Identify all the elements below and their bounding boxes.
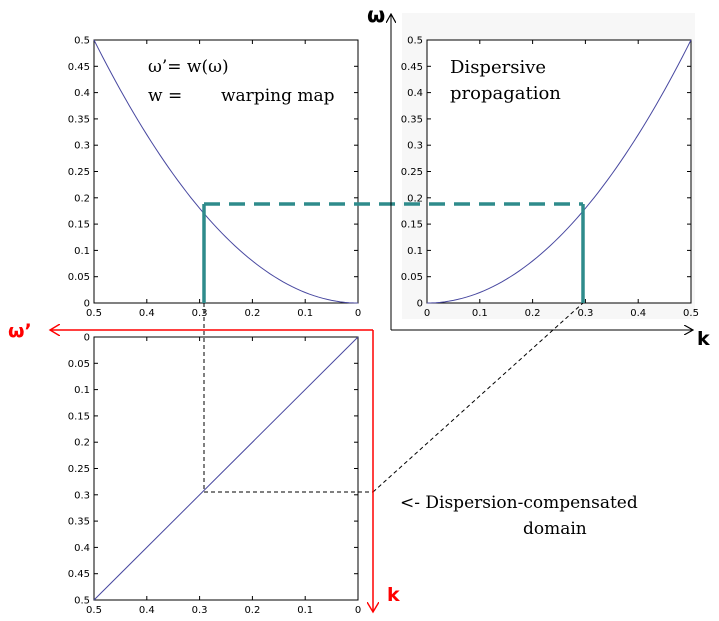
curve-bottom-left	[93, 336, 359, 601]
ytick-label-top-right: 0.2	[407, 193, 423, 204]
ytick-label-top-right: 0.45	[401, 62, 423, 73]
compensated-label-line1: <- Dispersion-compensated	[400, 493, 638, 513]
xtick-label-top-right: 0.1	[472, 308, 488, 319]
curve-top-right	[426, 39, 692, 304]
ytick-label-bottom-left: 0	[84, 333, 90, 344]
ytick-label-top-right: 0.15	[401, 220, 423, 231]
ytick-label-top-left: 0.4	[74, 88, 90, 99]
xtick-label-top-left: 0	[355, 308, 361, 319]
ytick-label-bottom-left: 0.05	[68, 359, 90, 370]
compensated-label-line2: domain	[523, 519, 587, 539]
ytick-label-bottom-left: 0.15	[68, 411, 90, 422]
black-dashed-diagonal	[372, 302, 584, 493]
ytick-label-top-right: 0.5	[407, 36, 423, 47]
xtick-label-bottom-left: 0.5	[86, 605, 102, 616]
plot-frame-top-left	[93, 39, 359, 304]
ytick-label-top-right: 0.3	[407, 141, 423, 152]
ytick-label-bottom-left: 0.25	[68, 464, 90, 475]
ytick-label-top-right: 0	[417, 299, 423, 310]
xtick-label-top-right: 0.3	[577, 308, 593, 319]
ytick-label-top-left: 0.25	[68, 167, 90, 178]
ytick-label-bottom-left: 0.5	[74, 596, 90, 607]
xtick-label-top-left: 0.3	[192, 308, 208, 319]
xtick-label-top-left: 0.1	[297, 308, 313, 319]
xtick-label-top-right: 0.5	[683, 308, 699, 319]
ytick-label-bottom-left: 0.2	[74, 438, 90, 449]
xtick-label-bottom-left: 0.4	[139, 605, 155, 616]
omega-prime-equation: ω’= w(ω)	[148, 57, 229, 77]
curve-top-left	[93, 39, 359, 304]
xtick-label-top-left: 0.4	[139, 308, 155, 319]
ytick-label-top-right: 0.25	[401, 167, 423, 178]
plot-frame-top-right	[426, 39, 692, 304]
xtick-label-bottom-left: 0.2	[244, 605, 260, 616]
ytick-label-bottom-left: 0.4	[74, 543, 90, 554]
xtick-label-top-right: 0	[424, 308, 430, 319]
ytick-label-bottom-left: 0.45	[68, 569, 90, 580]
ytick-label-top-left: 0.05	[68, 272, 90, 283]
ytick-label-bottom-left: 0.1	[74, 385, 90, 396]
k-axis-red-label: k	[387, 584, 400, 606]
xtick-label-top-right: 0.4	[630, 308, 646, 319]
ytick-label-bottom-left: 0.3	[74, 490, 90, 501]
xtick-label-bottom-left: 0.3	[192, 605, 208, 616]
ytick-label-top-left: 0.5	[74, 36, 90, 47]
xtick-label-top-left: 0.2	[244, 308, 260, 319]
xtick-label-bottom-left: 0.1	[297, 605, 313, 616]
k-axis-right-label: k	[697, 328, 710, 350]
ytick-label-top-right: 0.05	[401, 272, 423, 283]
ytick-label-top-left: 0.45	[68, 62, 90, 73]
dispersive-label: Dispersive	[450, 57, 546, 78]
omega-prime-axis-label: ω’	[8, 320, 32, 342]
ytick-label-top-left: 0.15	[68, 220, 90, 231]
ytick-label-top-left: 0.2	[74, 193, 90, 204]
xtick-label-top-right: 0.2	[525, 308, 541, 319]
ytick-label-top-left: 0.35	[68, 114, 90, 125]
xtick-label-bottom-left: 0	[355, 605, 361, 616]
ytick-label-top-right: 0.1	[407, 246, 423, 257]
ytick-label-top-left: 0.1	[74, 246, 90, 257]
warping-map-label: warping map	[221, 86, 335, 106]
ytick-label-top-left: 0	[84, 299, 90, 310]
propagation-label: propagation	[450, 83, 561, 104]
w-equals-label: w =	[148, 86, 182, 106]
omega-axis-label: ω	[367, 3, 385, 27]
plots: 00.050.10.150.20.250.30.350.40.450.50.5 0…	[68, 36, 699, 617]
ytick-label-top-right: 0.35	[401, 114, 423, 125]
ytick-label-bottom-left: 0.35	[68, 517, 90, 528]
xtick-label-top-left: 0.5	[86, 308, 102, 319]
ytick-label-top-right: 0.4	[407, 88, 423, 99]
ytick-label-top-left: 0.3	[74, 141, 90, 152]
